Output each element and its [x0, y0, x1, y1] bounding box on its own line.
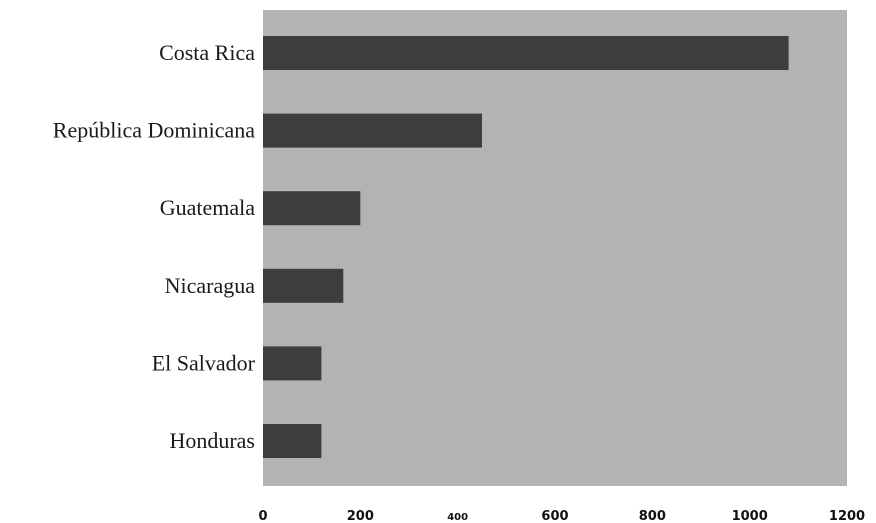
bar-guatemala — [263, 191, 361, 226]
bar-costa-rica — [263, 36, 789, 70]
bar-el-salvador — [263, 346, 322, 381]
bar-honduras — [263, 424, 322, 458]
category-label: República Dominicana — [53, 118, 255, 143]
category-label: El Salvador — [152, 350, 256, 375]
plot-area — [263, 10, 847, 486]
bar-nicaragua — [263, 268, 344, 303]
category-label: Guatemala — [160, 195, 256, 220]
x-tick-label: 200 — [347, 509, 374, 523]
category-labels: Costa Rica República Dominicana Guatemala N… — [53, 40, 256, 453]
bars-group — [263, 36, 789, 458]
x-tick-label: 400 — [447, 512, 468, 523]
bar-republica-dominicana — [263, 113, 482, 148]
category-label: Costa Rica — [159, 40, 255, 65]
x-tick-label: 1000 — [732, 509, 768, 523]
x-axis-tick-labels: 0 200 400 600 800 1000 1200 — [258, 509, 865, 523]
category-label: Nicaragua — [165, 273, 256, 298]
category-label: Honduras — [169, 428, 255, 453]
x-tick-label: 800 — [639, 509, 666, 523]
x-tick-label: 600 — [541, 509, 568, 523]
x-tick-label: 1200 — [829, 509, 865, 523]
x-tick-label: 0 — [258, 509, 267, 523]
